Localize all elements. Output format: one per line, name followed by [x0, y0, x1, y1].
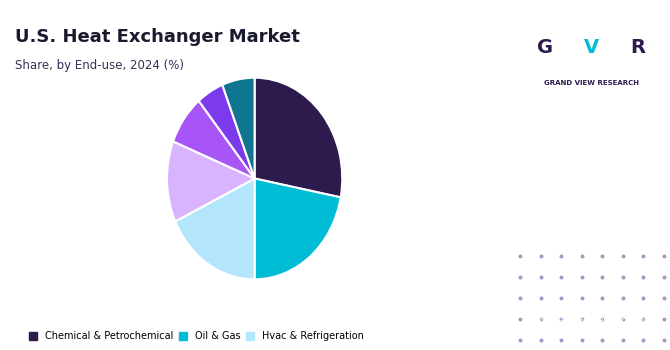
Text: Share, by End-use, 2024 (%): Share, by End-use, 2024 (%)	[15, 60, 184, 72]
Wedge shape	[173, 101, 255, 178]
Text: U.S. Market Size,
2024: U.S. Market Size, 2024	[544, 213, 639, 235]
Wedge shape	[167, 141, 255, 222]
Wedge shape	[222, 78, 255, 178]
Wedge shape	[255, 78, 342, 197]
Wedge shape	[176, 178, 255, 279]
Text: GRAND VIEW RESEARCH: GRAND VIEW RESEARCH	[544, 79, 639, 86]
Text: G: G	[537, 38, 553, 57]
Text: V: V	[584, 38, 599, 57]
Text: $2.9B: $2.9B	[547, 144, 636, 172]
Wedge shape	[255, 178, 341, 279]
Wedge shape	[199, 85, 255, 178]
Text: Source:
www.grandviewresearch.com: Source: www.grandviewresearch.com	[528, 305, 652, 325]
Legend: Power Generation, Food & Beverage, Pulp & Paper, Others: Power Generation, Food & Beverage, Pulp …	[25, 348, 379, 350]
Text: U.S. Heat Exchanger Market: U.S. Heat Exchanger Market	[15, 28, 300, 46]
Text: R: R	[630, 38, 645, 57]
